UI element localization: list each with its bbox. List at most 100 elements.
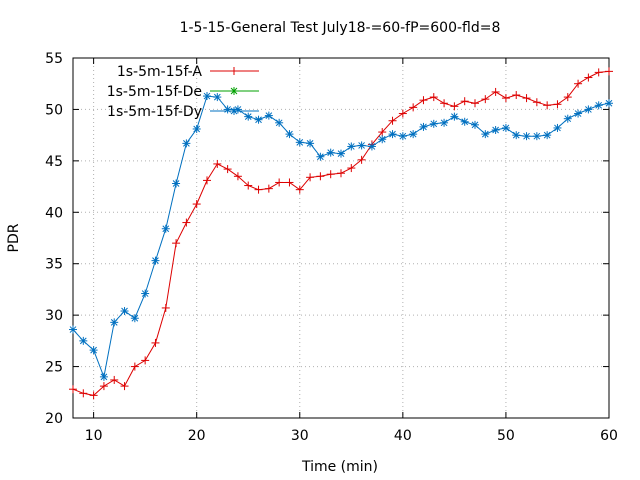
data-point <box>522 132 531 141</box>
x-tick-label: 60 <box>600 428 618 444</box>
legend-label: 1s-5m-15f-Dy <box>107 104 202 120</box>
data-point <box>223 105 232 114</box>
data-point <box>337 169 345 178</box>
data-point <box>409 103 418 112</box>
x-axis-ticks: 10 20 30 40 50 60 <box>85 58 618 444</box>
data-point <box>388 116 397 125</box>
y-tick-label: 50 <box>45 102 63 118</box>
data-point <box>605 67 613 76</box>
data-point <box>605 99 613 108</box>
data-point <box>574 109 583 118</box>
data-point <box>161 303 170 312</box>
legend-marker <box>230 87 238 95</box>
data-point <box>460 97 469 106</box>
series-3 <box>69 92 613 381</box>
data-point <box>440 99 449 108</box>
data-point <box>429 119 438 128</box>
data-point <box>244 181 253 190</box>
data-point <box>532 132 541 141</box>
data-point <box>203 176 211 185</box>
data-point <box>398 132 407 141</box>
data-point <box>574 79 583 88</box>
data-point <box>357 155 366 164</box>
data-point <box>99 372 108 381</box>
y-axis-label: PDR <box>6 223 22 252</box>
legend-marker <box>230 107 238 115</box>
data-point <box>120 307 129 316</box>
data-point <box>563 114 572 123</box>
legend-label: 1s-5m-15f-De <box>107 84 202 100</box>
y-tick-label: 45 <box>45 154 63 170</box>
data-point <box>306 139 315 148</box>
data-point <box>141 356 150 365</box>
legend-label: 1s-5m-15f-A <box>117 64 203 80</box>
data-point <box>501 123 510 132</box>
data-point <box>69 385 77 394</box>
data-point <box>161 224 170 233</box>
data-point <box>471 120 479 129</box>
data-point <box>192 124 201 133</box>
data-point <box>512 91 521 100</box>
data-point <box>120 382 129 391</box>
data-point <box>553 123 562 132</box>
data-point <box>471 99 479 108</box>
x-tick-label: 20 <box>188 428 206 444</box>
data-point <box>89 346 98 355</box>
data-point <box>532 98 541 107</box>
y-tick-label: 20 <box>45 411 63 427</box>
data-point <box>182 139 191 148</box>
data-point <box>398 109 407 118</box>
y-tick-label: 35 <box>45 257 63 273</box>
data-point <box>223 165 232 174</box>
data-point <box>79 336 88 345</box>
y-axis-ticks: 20 25 30 35 40 45 50 55 <box>45 51 609 427</box>
data-point <box>254 185 263 194</box>
data-point <box>481 130 490 139</box>
data-point <box>326 148 335 157</box>
data-point <box>130 362 139 371</box>
data-point <box>594 68 603 77</box>
data-point <box>491 126 500 134</box>
data-point <box>491 87 500 96</box>
data-point <box>594 101 603 110</box>
y-tick-label: 30 <box>45 308 63 324</box>
data-point <box>316 172 325 181</box>
data-point <box>233 172 242 181</box>
data-point <box>130 314 139 323</box>
x-tick-label: 40 <box>394 428 412 444</box>
data-point <box>419 122 428 131</box>
data-point <box>337 149 345 158</box>
chart-title: 1-5-15-General Test July18-=60-fP=600-fl… <box>180 20 501 36</box>
data-point <box>347 164 356 173</box>
data-point <box>151 338 160 347</box>
data-point <box>141 289 150 298</box>
data-point <box>99 382 108 391</box>
data-point <box>481 95 490 104</box>
data-point <box>306 173 315 182</box>
data-point <box>367 142 376 151</box>
legend: 1s-5m-15f-A 1s-5m-15f-De 1s-5m-15f-Dy <box>107 64 259 120</box>
grid <box>73 58 609 418</box>
data-point <box>275 118 284 127</box>
data-point <box>89 391 98 400</box>
data-point <box>409 130 418 139</box>
data-point <box>275 178 284 187</box>
data-point <box>429 93 438 102</box>
data-point <box>264 184 273 193</box>
data-point <box>295 185 304 194</box>
data-point <box>563 93 572 102</box>
data-point <box>203 92 211 101</box>
y-tick-label: 25 <box>45 360 63 376</box>
data-point <box>501 94 510 103</box>
series-layer <box>69 67 613 400</box>
data-point <box>460 117 469 126</box>
data-point <box>182 218 191 227</box>
legend-marker <box>230 67 238 75</box>
x-tick-label: 50 <box>497 428 515 444</box>
x-tick-label: 10 <box>85 428 103 444</box>
data-point <box>378 128 387 137</box>
data-point <box>378 135 387 144</box>
x-axis-label: Time (min) <box>301 459 378 475</box>
data-point <box>79 389 88 398</box>
